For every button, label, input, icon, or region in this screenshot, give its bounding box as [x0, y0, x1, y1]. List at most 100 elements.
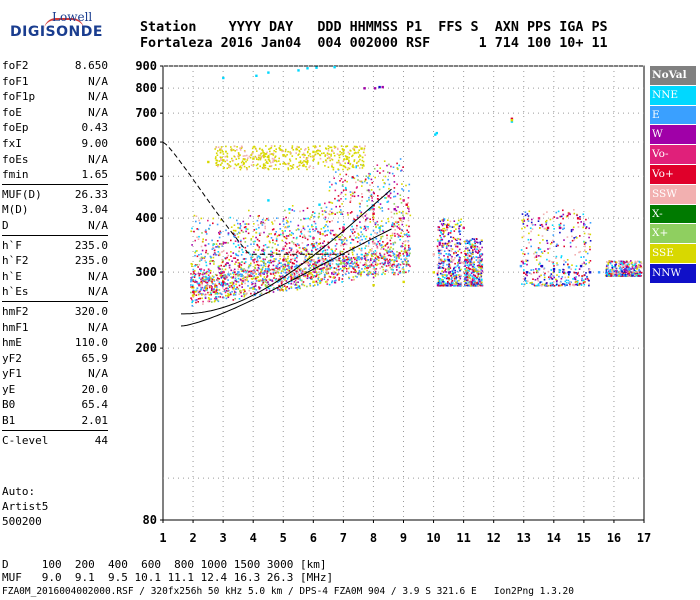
- echo-point: [250, 164, 253, 166]
- echo-point: [235, 254, 238, 256]
- echo-point: [219, 148, 221, 151]
- echo-point: [338, 156, 341, 159]
- echo-point: [272, 239, 274, 241]
- echo-point: [386, 201, 388, 203]
- echo-point: [341, 152, 343, 154]
- echo-point: [338, 257, 340, 260]
- echo-point: [464, 268, 466, 270]
- echo-point: [255, 231, 257, 234]
- echo-point: [283, 162, 285, 165]
- echo-point: [272, 271, 275, 274]
- echo-point: [290, 280, 293, 283]
- echo-point: [315, 242, 318, 245]
- echo-point: [405, 224, 408, 227]
- echo-point: [324, 230, 327, 232]
- echo-point: [357, 164, 359, 167]
- echo-point: [222, 276, 224, 278]
- echo-point: [460, 218, 462, 221]
- echo-point: [219, 292, 221, 294]
- echo-point: [338, 263, 340, 265]
- echo-point: [193, 214, 196, 217]
- x-tick-label: 14: [547, 531, 561, 545]
- echo-point: [457, 242, 459, 245]
- echo-point: [264, 258, 266, 261]
- echo-point: [396, 222, 398, 224]
- echo-point: [306, 238, 309, 241]
- echo-point: [233, 268, 236, 271]
- echo-point: [240, 167, 243, 169]
- echo-point: [259, 294, 261, 296]
- echo-point: [253, 251, 255, 253]
- echo-point: [402, 214, 404, 217]
- echo-point: [262, 260, 264, 263]
- echo-point: [622, 273, 625, 276]
- echo-point: [227, 279, 229, 281]
- echo-point: [333, 267, 336, 269]
- echo-point: [324, 165, 326, 167]
- echo-point: [374, 176, 376, 179]
- echo-point: [261, 222, 263, 224]
- echo-point: [465, 274, 468, 277]
- echo-point: [220, 274, 222, 276]
- echo-point: [329, 265, 331, 267]
- echo-point: [236, 259, 239, 261]
- echo-point: [275, 150, 277, 153]
- echo-point: [580, 221, 582, 223]
- echo-point: [450, 283, 453, 286]
- echo-point: [225, 275, 227, 278]
- echo-point: [195, 294, 198, 296]
- echo-point: [405, 258, 408, 260]
- echo-point: [555, 284, 557, 286]
- echo-point: [304, 237, 307, 239]
- echo-point: [265, 152, 267, 155]
- echo-point: [290, 267, 293, 270]
- echo-point: [302, 225, 305, 228]
- echo-point: [193, 276, 196, 278]
- echo-point: [276, 281, 279, 283]
- echo-point: [244, 269, 247, 272]
- echo-point: [345, 265, 347, 267]
- echo-point: [375, 244, 378, 246]
- echo-point: [477, 241, 479, 244]
- data-point: [402, 217, 405, 220]
- echo-point: [465, 271, 467, 274]
- echo-point: [297, 277, 300, 280]
- echo-point: [221, 149, 223, 152]
- echo-point: [266, 236, 269, 238]
- echo-point: [357, 272, 360, 274]
- echo-point: [232, 242, 235, 245]
- echo-point: [353, 266, 356, 268]
- echo-point: [523, 218, 525, 221]
- echo-point: [342, 269, 345, 272]
- echo-point: [271, 221, 273, 223]
- echo-point: [368, 271, 371, 273]
- echo-point: [616, 271, 619, 273]
- echo-point: [472, 280, 475, 283]
- echo-point: [265, 279, 268, 282]
- echo-point: [214, 299, 216, 302]
- param-row: h`Es N/A: [2, 284, 108, 300]
- echo-point: [207, 274, 210, 276]
- echo-point: [465, 253, 468, 255]
- echo-point: [366, 182, 368, 184]
- echo-point: [588, 279, 590, 282]
- echo-point: [355, 166, 357, 169]
- echo-point: [344, 193, 347, 196]
- echo-point: [243, 226, 246, 229]
- echo-point: [294, 276, 296, 278]
- echo-point: [399, 228, 401, 230]
- echo-point: [285, 259, 288, 262]
- echo-point: [313, 158, 315, 160]
- echo-point: [226, 159, 228, 162]
- echo-point: [292, 237, 295, 239]
- echo-point: [320, 228, 323, 230]
- echo-point: [393, 223, 396, 225]
- echo-point: [371, 204, 374, 206]
- echo-point: [327, 229, 329, 232]
- echo-point: [352, 220, 355, 222]
- echo-point: [246, 154, 248, 157]
- echo-point: [258, 286, 260, 288]
- data-point: [297, 264, 300, 268]
- echo-point: [322, 250, 325, 252]
- echo-point: [380, 237, 382, 240]
